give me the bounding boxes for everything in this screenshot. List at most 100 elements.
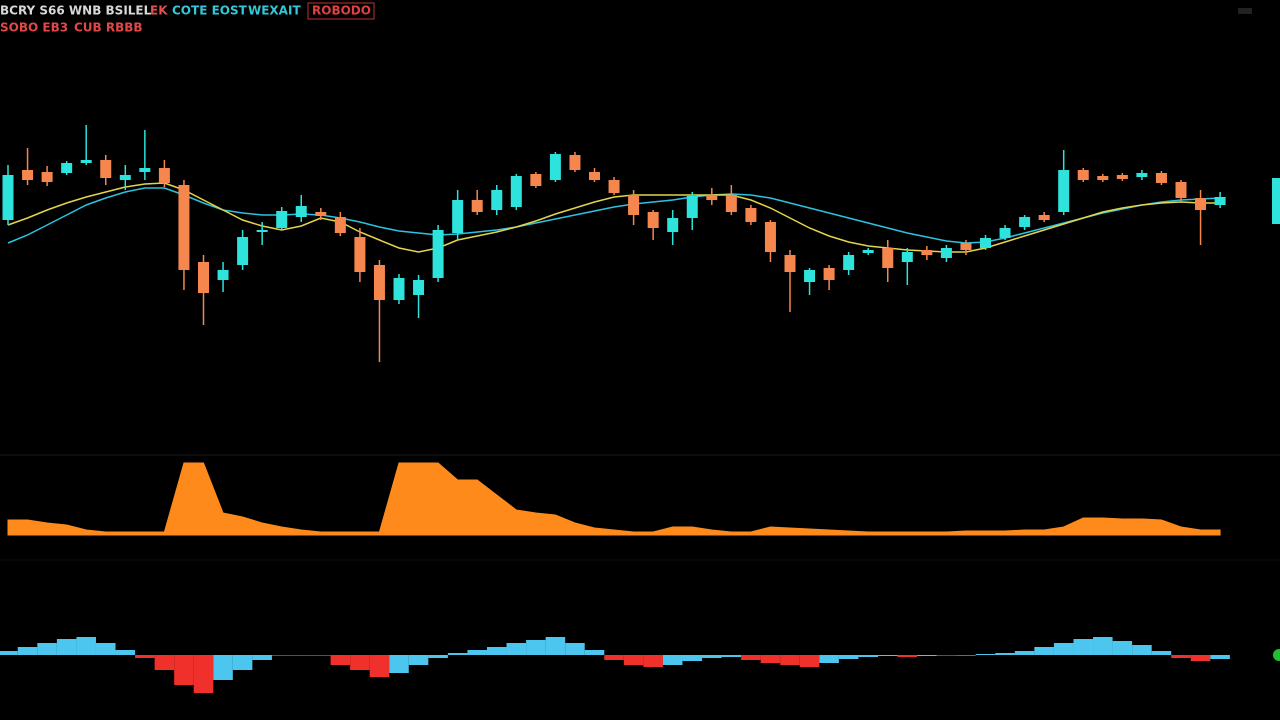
macd-bar	[1034, 647, 1054, 655]
candle-body	[198, 262, 209, 293]
macd-bar	[271, 655, 292, 656]
macd-bar	[956, 655, 976, 656]
candle-body	[471, 200, 483, 212]
macd-bar	[917, 655, 937, 656]
candle-body	[667, 218, 679, 232]
legend-text: WEXAIT	[248, 4, 301, 18]
macd-bar	[721, 655, 742, 657]
indicator-dot	[1273, 649, 1280, 661]
macd-bar	[0, 651, 18, 655]
candle-body	[432, 230, 444, 278]
macd-bar	[1190, 655, 1211, 661]
macd-bar	[1053, 643, 1074, 655]
candle-body	[80, 160, 92, 163]
candle-body	[158, 168, 170, 183]
macd-bar	[799, 655, 820, 667]
macd-bar	[252, 655, 272, 660]
macd-bar	[1171, 655, 1191, 658]
macd-bar	[643, 655, 663, 667]
candle-body	[1175, 182, 1187, 198]
candle-body	[1097, 176, 1109, 180]
macd-bar	[389, 655, 409, 673]
candle-body	[61, 163, 73, 173]
candle-body	[706, 195, 718, 200]
macd-bar	[193, 655, 214, 693]
macd-bar	[506, 643, 527, 655]
candle-body	[921, 250, 933, 255]
candle-body	[2, 175, 14, 220]
candle-body	[647, 212, 659, 228]
candle-body	[862, 250, 874, 253]
legend-text: CUB RBBB	[74, 21, 143, 35]
macd-bar	[936, 655, 957, 656]
macd-bar	[56, 639, 77, 655]
macd-bar	[447, 653, 468, 655]
macd-bar	[350, 655, 370, 670]
candle-body	[999, 228, 1011, 238]
candle-body	[725, 195, 737, 212]
candle-body	[745, 208, 757, 222]
macd-bar	[975, 654, 996, 655]
legend-text: ROBODO	[312, 4, 371, 18]
macd-bar	[623, 655, 644, 665]
candle-body	[1038, 215, 1050, 220]
macd-bar	[1151, 651, 1172, 655]
candle-body	[784, 255, 796, 272]
price-tag	[1272, 178, 1280, 224]
macd-bar	[213, 655, 233, 680]
macd-bar	[682, 655, 703, 661]
macd-bar	[897, 655, 918, 657]
candle-body	[1058, 170, 1070, 212]
macd-bar	[741, 655, 761, 660]
legend-text: EK	[150, 4, 168, 18]
window-button[interactable]	[1238, 8, 1252, 14]
macd-bar	[428, 655, 448, 658]
candle-body	[940, 248, 952, 258]
macd-bar	[780, 655, 800, 665]
candle-body	[119, 175, 131, 180]
candle-body	[549, 154, 561, 180]
candle-body	[22, 170, 34, 180]
macd-bar	[1210, 655, 1230, 659]
candle-body	[882, 248, 894, 268]
candle-body	[100, 160, 112, 178]
candle-body	[1136, 173, 1148, 177]
macd-bar	[819, 655, 839, 663]
candle-body	[452, 200, 464, 233]
candle-body	[1077, 170, 1089, 180]
macd-bar	[135, 655, 155, 658]
candle-body	[354, 237, 366, 272]
legend-box	[307, 2, 375, 20]
candle-body	[139, 168, 151, 172]
macd-bar	[858, 655, 878, 657]
candle-body	[237, 237, 249, 265]
macd-bar	[877, 655, 898, 656]
macd-bar	[467, 650, 487, 655]
candle-body	[510, 176, 522, 207]
candle-body	[804, 270, 816, 282]
legend-text: SOBO EB3	[0, 21, 68, 35]
macd-bar	[486, 647, 507, 655]
candle-body	[530, 174, 542, 186]
candle-body	[1019, 217, 1031, 227]
candle-body	[373, 265, 385, 300]
macd-bar	[115, 650, 136, 655]
candle-body	[295, 206, 307, 217]
macd-bar	[1014, 651, 1035, 655]
macd-bar	[995, 653, 1015, 655]
candle-body	[315, 212, 327, 216]
candle-body	[901, 252, 913, 262]
candle-body	[1195, 198, 1207, 210]
macd-bar	[662, 655, 683, 665]
candle-body	[960, 243, 972, 250]
macd-bar	[526, 640, 546, 655]
macd-bar	[584, 650, 605, 655]
candle-body	[1155, 173, 1167, 183]
legend-text: COTE EOST	[172, 4, 248, 18]
macd-bar	[369, 655, 390, 677]
macd-bar	[838, 655, 859, 659]
macd-bar	[760, 655, 781, 663]
candle-body	[764, 222, 776, 252]
macd-bar	[330, 655, 351, 665]
